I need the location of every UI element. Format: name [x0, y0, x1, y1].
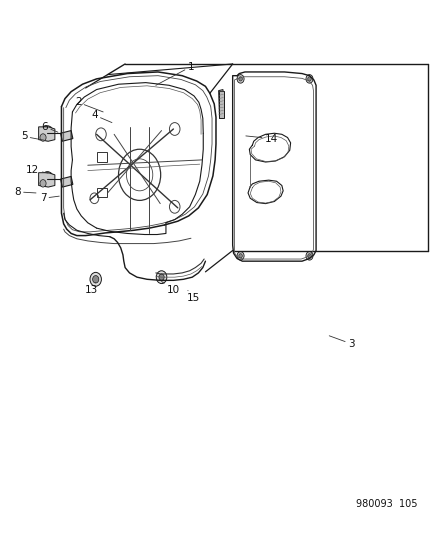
Polygon shape — [60, 176, 73, 187]
Circle shape — [307, 77, 311, 81]
Polygon shape — [39, 127, 55, 141]
Circle shape — [305, 252, 312, 260]
Polygon shape — [60, 131, 73, 141]
Text: 980093  105: 980093 105 — [355, 499, 416, 508]
Circle shape — [238, 254, 242, 258]
Circle shape — [41, 126, 53, 141]
Bar — [97, 188, 107, 197]
Text: 14: 14 — [245, 134, 277, 143]
Circle shape — [92, 276, 99, 283]
Polygon shape — [39, 173, 55, 187]
Circle shape — [238, 77, 242, 81]
Circle shape — [90, 272, 101, 286]
Bar — [97, 152, 107, 162]
Text: 6: 6 — [41, 122, 58, 132]
Circle shape — [41, 172, 53, 187]
Text: 15: 15 — [186, 290, 199, 303]
Text: 1: 1 — [155, 62, 194, 85]
Circle shape — [44, 175, 50, 183]
Text: 4: 4 — [91, 110, 112, 123]
Text: 13: 13 — [85, 282, 98, 295]
Circle shape — [159, 274, 164, 280]
Text: 3: 3 — [328, 336, 354, 349]
Circle shape — [40, 134, 46, 141]
Text: 8: 8 — [14, 187, 36, 197]
Text: 10: 10 — [161, 281, 180, 295]
Circle shape — [237, 75, 244, 83]
Circle shape — [305, 75, 312, 83]
Polygon shape — [218, 90, 223, 118]
Circle shape — [156, 271, 166, 284]
Text: 12: 12 — [26, 165, 48, 175]
Text: 5: 5 — [21, 132, 44, 141]
Circle shape — [44, 130, 50, 137]
Circle shape — [307, 254, 311, 258]
Circle shape — [237, 252, 244, 260]
Text: 7: 7 — [39, 193, 59, 203]
Circle shape — [40, 180, 46, 187]
Text: 2: 2 — [74, 98, 103, 112]
Bar — [218, 91, 224, 118]
